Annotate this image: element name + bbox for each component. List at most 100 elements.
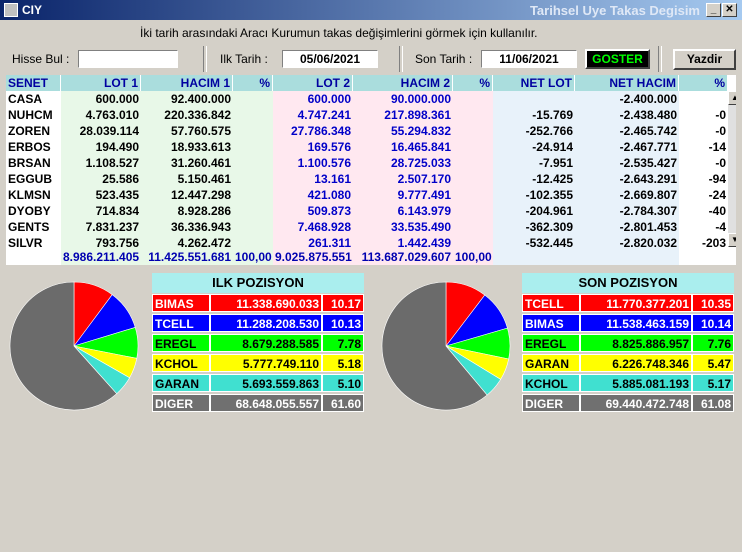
pozisyon-value: 5.693.559.863 xyxy=(210,374,322,392)
cell-pct2 xyxy=(453,91,493,107)
pozisyon-value: 68.648.055.557 xyxy=(210,394,322,412)
hisse-input[interactable] xyxy=(78,50,178,68)
list-item: BIMAS 11.338.690.033 10.17 xyxy=(152,294,364,312)
cell-lot1: 523.435 xyxy=(61,187,141,203)
cell-lot2: 4.747.241 xyxy=(273,107,353,123)
son-tarih-input[interactable]: 11/06/2021 xyxy=(481,50,577,68)
cell-pct1 xyxy=(233,219,273,235)
cell-lot2: 27.786.348 xyxy=(273,123,353,139)
grid-header-row: SENET LOT 1 HACIM 1% LOT 2 HACIM 2% NET LOT NE… xyxy=(6,75,728,91)
cell-hacim2: 6.143.979 xyxy=(353,203,453,219)
cell-hacim1: 92.400.000 xyxy=(141,91,233,107)
header-senet: SENET xyxy=(6,75,61,91)
list-item: DIGER 68.648.055.557 61.60 xyxy=(152,394,364,412)
son-tarih-label: Son Tarih : xyxy=(415,52,473,66)
pozisyon-pct: 5.18 xyxy=(322,354,364,372)
cell-pct1 xyxy=(233,139,273,155)
cell-lot2: 1.100.576 xyxy=(273,155,353,171)
list-item: GARAN 6.226.748.346 5.47 xyxy=(522,354,734,372)
title-bar: CIY Tarihsel Uye Takas Degisim _ ✕ xyxy=(0,0,742,20)
cell-hacim1: 8.928.286 xyxy=(141,203,233,219)
takas-grid[interactable]: ▲ ▼ SENET LOT 1 HACIM 1% LOT 2 HACIM 2% NET L… xyxy=(6,75,736,265)
pozisyon-pct: 5.17 xyxy=(692,374,734,392)
pozisyon-name: TCELL xyxy=(152,314,210,332)
cell-senet: BRSAN xyxy=(6,155,61,171)
cell-lot2: 9.025.875.551 xyxy=(273,249,353,265)
list-item: GARAN 5.693.559.863 5.10 xyxy=(152,374,364,392)
cell-net-hacim: -2.784.307 xyxy=(575,203,679,219)
cell-net-hacim xyxy=(575,249,679,265)
list-item: EREGL 8.825.886.957 7.76 xyxy=(522,334,734,352)
cell-pct2 xyxy=(453,187,493,203)
cell-hacim2: 16.465.841 xyxy=(353,139,453,155)
cell-pct1: 100,00 xyxy=(233,249,273,265)
table-row[interactable]: EGGUB 25.586 5.150.461 13.161 2.507.170 -12.4… xyxy=(6,171,728,187)
cell-senet: SILVR xyxy=(6,235,61,251)
pozisyon-pct: 5.47 xyxy=(692,354,734,372)
cell-net-lot: -204.961 xyxy=(493,203,575,219)
cell-net-pct: -0 xyxy=(679,123,728,139)
cell-lot1: 600.000 xyxy=(61,91,141,107)
scroll-up-icon[interactable]: ▲ xyxy=(728,91,736,105)
cell-net-pct: -0 xyxy=(679,155,728,171)
cell-hacim2: 1.442.439 xyxy=(353,235,453,251)
cell-net-lot: -7.951 xyxy=(493,155,575,171)
cell-pct1 xyxy=(233,123,273,139)
yazdir-button[interactable]: Yazdir xyxy=(673,49,736,70)
separator xyxy=(399,46,403,72)
vertical-scrollbar[interactable]: ▲ ▼ xyxy=(728,91,736,247)
pie-slice-diger xyxy=(381,281,488,411)
table-row[interactable]: SILVR 793.756 4.262.472 261.311 1.442.439 -53… xyxy=(6,235,728,251)
ilk-tarih-input[interactable]: 05/06/2021 xyxy=(282,50,378,68)
pozisyon-pct: 61.08 xyxy=(692,394,734,412)
scroll-down-icon[interactable]: ▼ xyxy=(728,233,736,247)
pozisyon-pct: 10.35 xyxy=(692,294,734,312)
table-row[interactable]: KLMSN 523.435 12.447.298 421.080 9.777.491 -1… xyxy=(6,187,728,203)
cell-lot2: 7.468.928 xyxy=(273,219,353,235)
header-pct2: % xyxy=(453,75,493,91)
son-pozisyon-pie-chart xyxy=(381,281,511,411)
cell-net-pct: -0 xyxy=(679,107,728,123)
cell-hacim1: 31.260.461 xyxy=(141,155,233,171)
cell-hacim2: 28.725.033 xyxy=(353,155,453,171)
pozisyon-pct: 61.60 xyxy=(322,394,364,412)
table-row[interactable]: BRSAN 1.108.527 31.260.461 1.100.576 28.725.… xyxy=(6,155,728,171)
table-row[interactable]: GENTS 7.831.237 36.336.943 7.468.928 33.535.… xyxy=(6,219,728,235)
cell-net-pct xyxy=(679,249,728,265)
pozisyon-value: 5.885.081.193 xyxy=(580,374,692,392)
header-net-hacim: NET HACIM xyxy=(575,75,679,91)
minimize-icon[interactable]: _ xyxy=(706,3,721,17)
pozisyon-pct: 5.10 xyxy=(322,374,364,392)
pie-slice-diger xyxy=(9,281,118,411)
pozisyon-value: 11.338.690.033 xyxy=(210,294,322,312)
cell-net-hacim: -2.643.291 xyxy=(575,171,679,187)
cell-senet: GENTS xyxy=(6,219,61,235)
close-icon[interactable]: ✕ xyxy=(722,3,737,17)
cell-hacim1: 220.336.842 xyxy=(141,107,233,123)
table-row[interactable]: CASA 600.000 92.400.000 600.000 90.000.000 -2… xyxy=(6,91,728,107)
cell-net-hacim: -2.669.807 xyxy=(575,187,679,203)
cell-pct2 xyxy=(453,123,493,139)
table-row[interactable]: DYOBY 714.834 8.928.286 509.873 6.143.979 -20… xyxy=(6,203,728,219)
cell-net-hacim: -2.467.771 xyxy=(575,139,679,155)
table-row[interactable]: ERBOS 194.490 18.933.613 169.576 16.465.841 -… xyxy=(6,139,728,155)
cell-lot2: 13.161 xyxy=(273,171,353,187)
separator xyxy=(203,46,207,72)
cell-senet: KLMSN xyxy=(6,187,61,203)
cell-hacim2: 33.535.490 xyxy=(353,219,453,235)
cell-senet: ZOREN xyxy=(6,123,61,139)
list-item: TCELL 11.770.377.201 10.35 xyxy=(522,294,734,312)
pozisyon-name: EREGL xyxy=(522,334,580,352)
pozisyon-value: 8.679.288.585 xyxy=(210,334,322,352)
cell-net-pct: -94 xyxy=(679,171,728,187)
cell-net-hacim: -2.400.000 xyxy=(575,91,679,107)
cell-lot1: 25.586 xyxy=(61,171,141,187)
table-row[interactable]: ZOREN 28.039.114 57.760.575 27.786.348 55.29… xyxy=(6,123,728,139)
cell-net-hacim: -2.438.480 xyxy=(575,107,679,123)
cell-hacim1: 18.933.613 xyxy=(141,139,233,155)
cell-hacim2: 113.687.029.607 xyxy=(353,249,453,265)
goster-button[interactable]: GOSTER xyxy=(585,49,650,69)
table-row[interactable]: NUHCM 4.763.010 220.336.842 4.747.241 217.89… xyxy=(6,107,728,123)
header-lot2: LOT 2 xyxy=(273,75,353,91)
cell-senet: ERBOS xyxy=(6,139,61,155)
